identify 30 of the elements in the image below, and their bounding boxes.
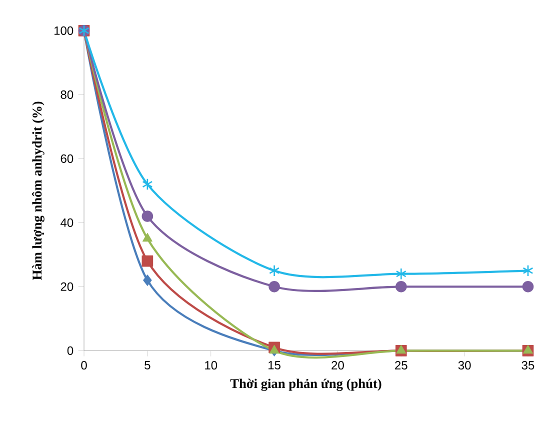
point — [396, 268, 406, 280]
y-axis-title: Hàm lượng nhôm anhydrit (%) — [32, 102, 44, 280]
x-tick-label: 35 — [522, 361, 534, 370]
point — [522, 264, 534, 277]
point — [268, 280, 280, 292]
point — [142, 232, 152, 242]
x-tick-label: 10 — [205, 361, 218, 370]
x-tick-label: 15 — [268, 361, 280, 370]
point — [142, 255, 154, 267]
y-tick-label: 60 — [60, 154, 74, 163]
point — [143, 274, 152, 286]
x-tick-label: 0 — [81, 361, 87, 370]
y-tick-label: 20 — [60, 282, 74, 291]
point — [269, 344, 280, 354]
point — [142, 210, 154, 222]
point — [523, 344, 533, 354]
x-tick-label: 5 — [144, 361, 150, 370]
point — [269, 264, 280, 277]
y-tick-label: 100 — [54, 26, 74, 35]
point — [395, 280, 407, 292]
point — [396, 344, 406, 354]
y-tick-label: 0 — [67, 346, 74, 355]
y-tick-label: 40 — [60, 218, 74, 227]
x-tick-label: 30 — [458, 361, 471, 370]
point — [142, 178, 153, 190]
x-tick-label: 25 — [395, 361, 408, 370]
point — [522, 280, 534, 292]
y-tick-label: 80 — [60, 90, 74, 99]
x-tick-label: 20 — [332, 361, 344, 370]
x-axis-title: Thời gian phản ứng (phút) — [230, 378, 382, 391]
